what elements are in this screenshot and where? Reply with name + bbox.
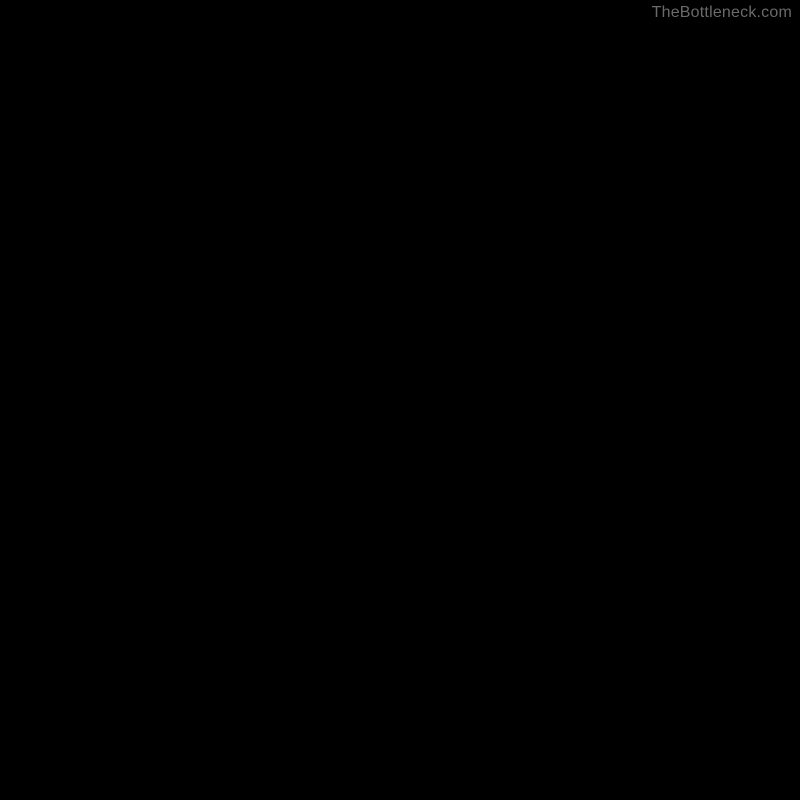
attribution-text: TheBottleneck.com: [652, 4, 792, 22]
chart-stage: TheBottleneck.com: [0, 0, 800, 800]
